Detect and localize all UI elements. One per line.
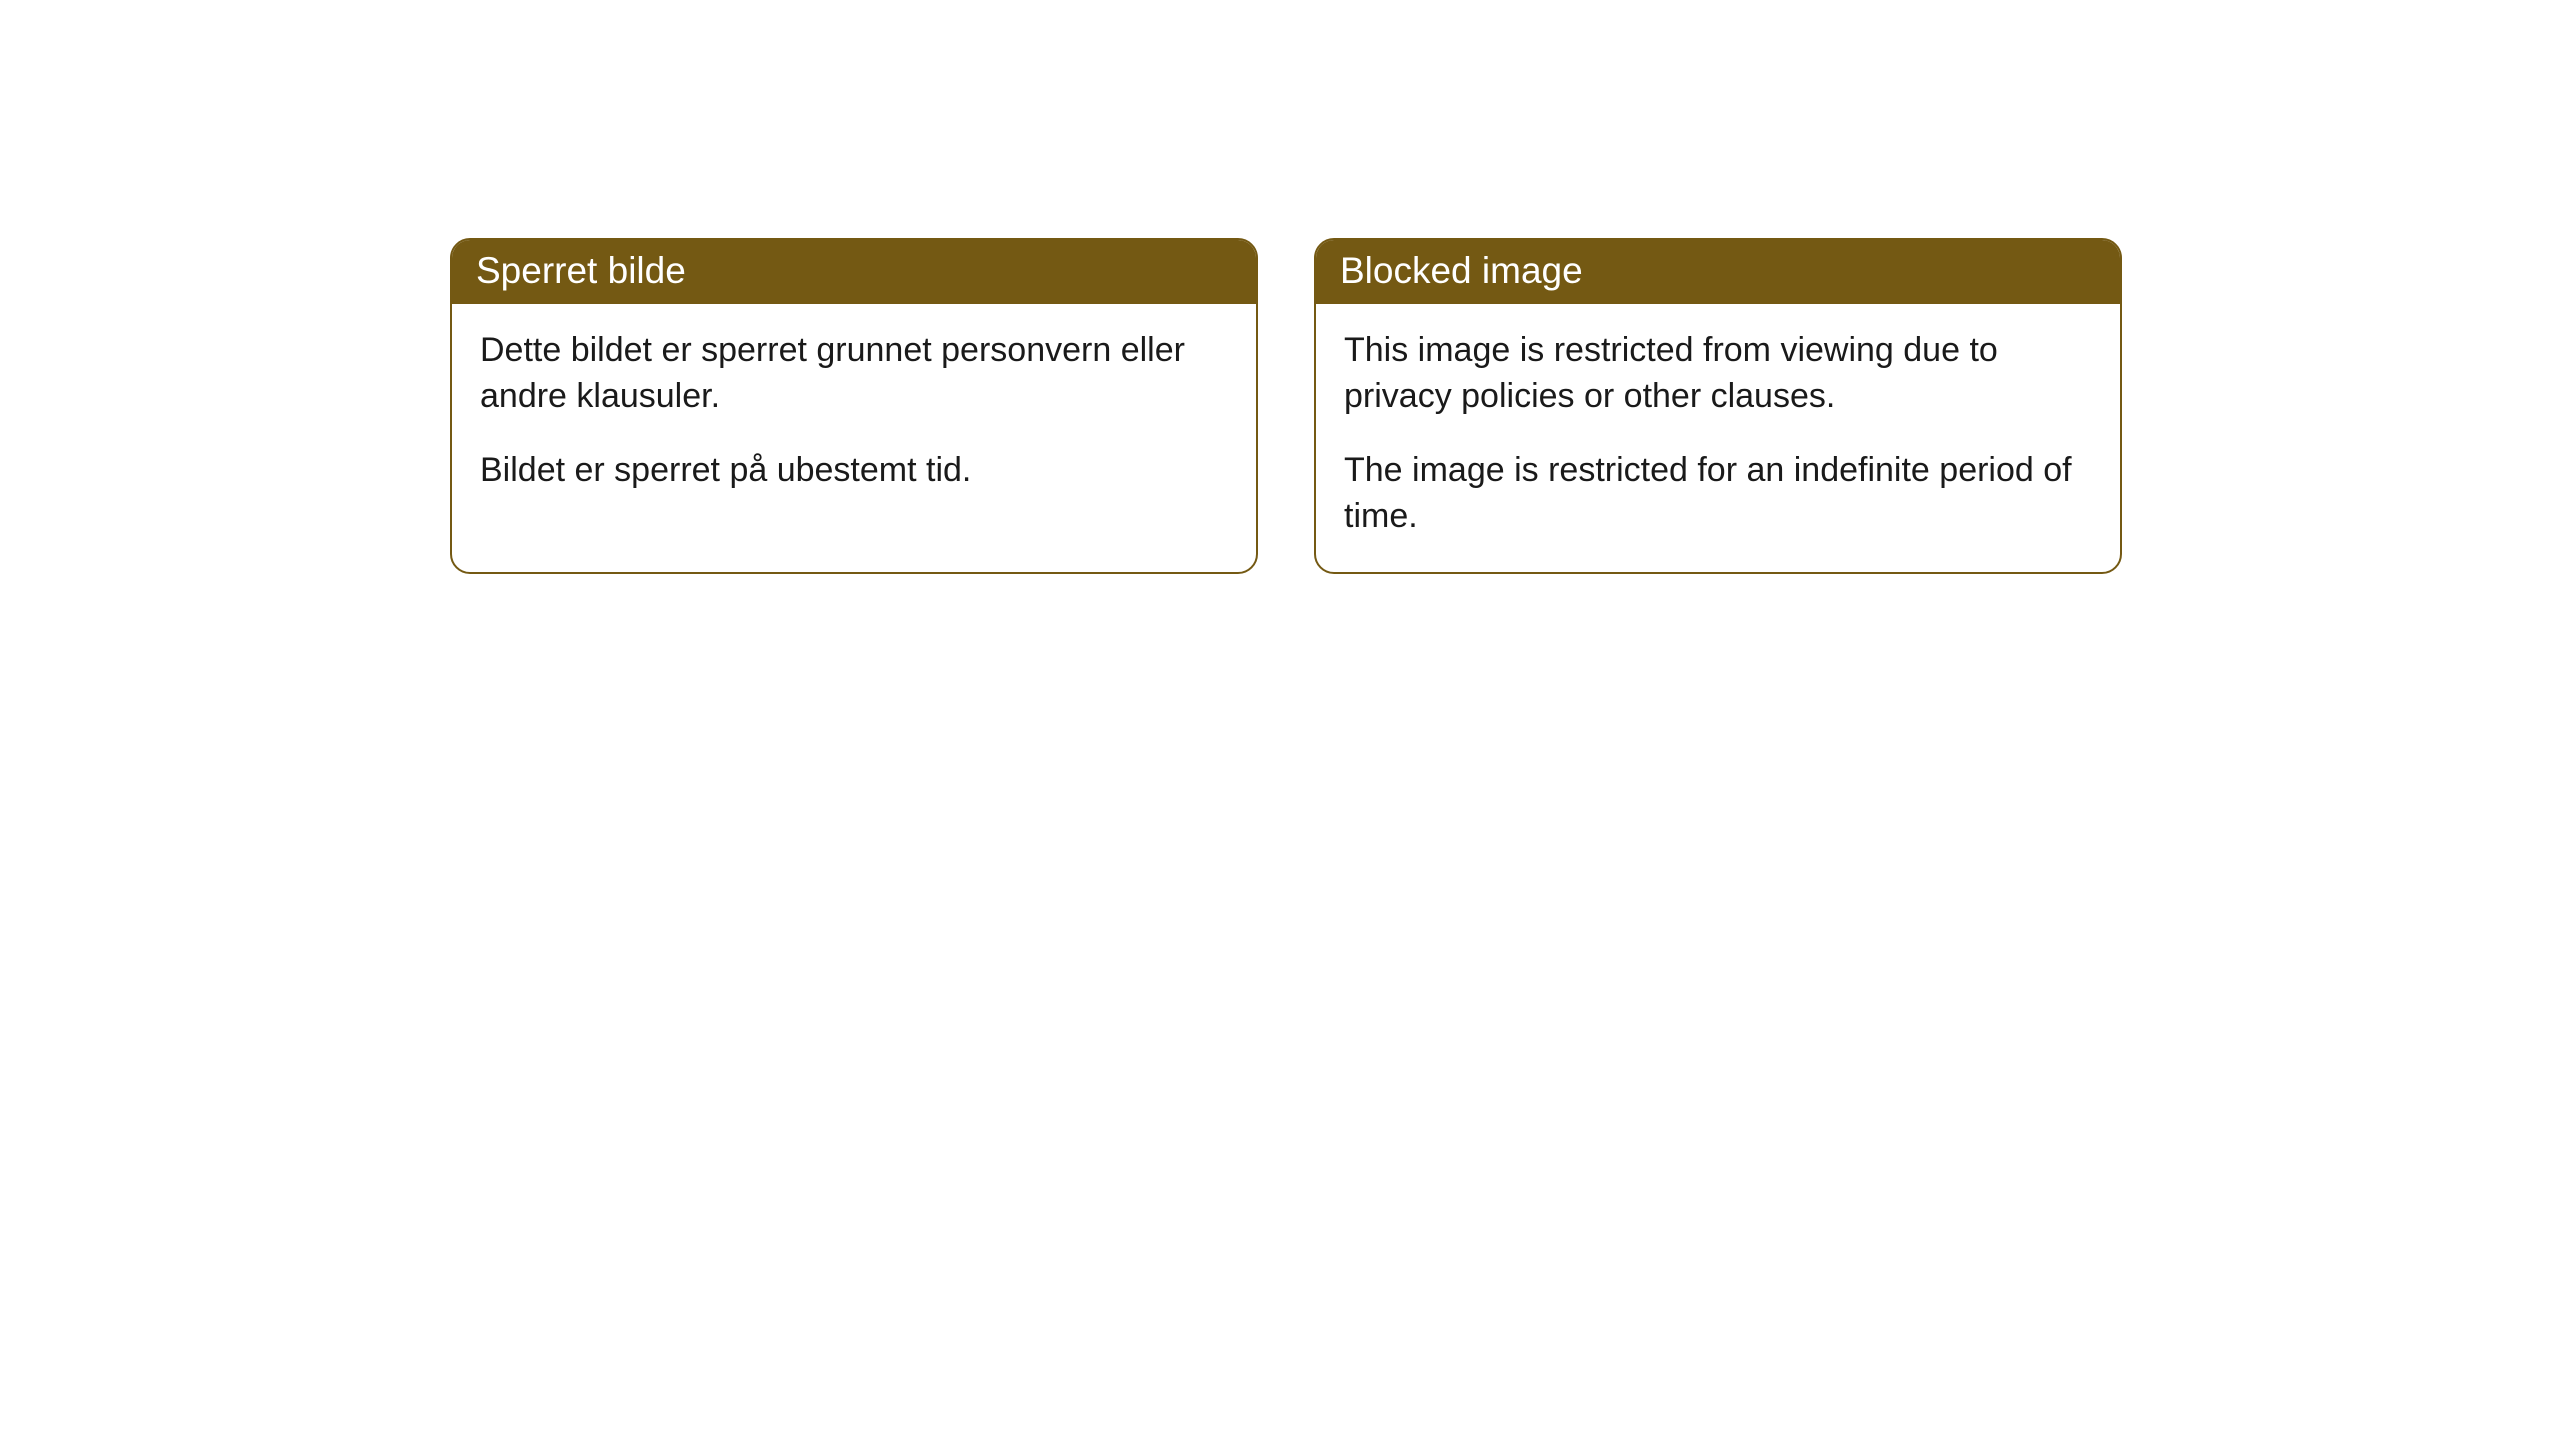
blocked-image-card-no: Sperret bilde Dette bildet er sperret gr… (450, 238, 1258, 574)
card-header: Sperret bilde (452, 240, 1256, 304)
card-paragraph: The image is restricted for an indefinit… (1344, 448, 2092, 540)
card-header: Blocked image (1316, 240, 2120, 304)
card-paragraph: Bildet er sperret på ubestemt tid. (480, 448, 1228, 494)
notice-cards-container: Sperret bilde Dette bildet er sperret gr… (0, 0, 2560, 574)
card-paragraph: Dette bildet er sperret grunnet personve… (480, 328, 1228, 420)
card-body: This image is restricted from viewing du… (1316, 304, 2120, 572)
blocked-image-card-en: Blocked image This image is restricted f… (1314, 238, 2122, 574)
card-paragraph: This image is restricted from viewing du… (1344, 328, 2092, 420)
card-body: Dette bildet er sperret grunnet personve… (452, 304, 1256, 526)
